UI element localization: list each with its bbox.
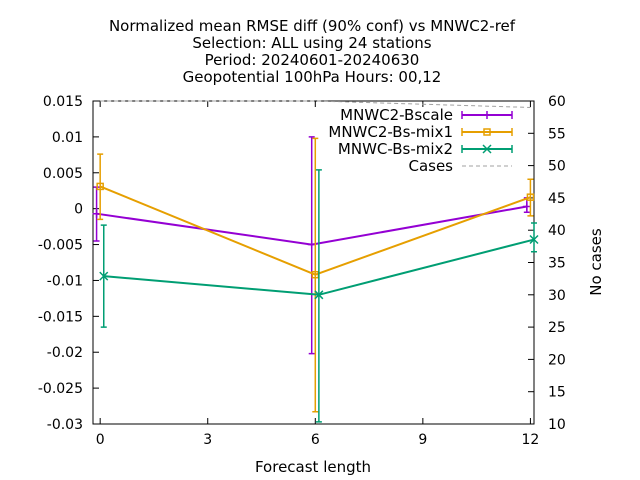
title-line-2: Selection: ALL using 24 stations: [192, 34, 431, 52]
data-point-bscale: [92, 209, 101, 218]
data-point-bscale: [307, 240, 316, 249]
y-tick-label: -0.015: [38, 309, 83, 325]
y2-tick-label: 30: [548, 288, 566, 304]
y-tick-label: -0.005: [38, 238, 83, 254]
error-bar-mix1: [312, 137, 319, 413]
legend-label-mix2: MNWC-Bs-mix2: [338, 140, 453, 158]
legend-samples: [461, 111, 513, 167]
x-tick-label: 9: [418, 432, 427, 448]
data-point-mix2: [314, 290, 324, 300]
error-bar-mix2: [531, 222, 537, 253]
title-line-4: Geopotential 100hPa Hours: 00,12: [183, 68, 442, 86]
legend-label-bscale: MNWC2-Bscale: [340, 106, 453, 124]
legend-label-cases: Cases: [408, 157, 453, 175]
error-bar-mix1: [97, 153, 104, 221]
data-point-mix2: [529, 235, 539, 245]
y-tick-label: 0.01: [52, 130, 83, 146]
title-line-3: Period: 20240601-20240630: [205, 51, 420, 69]
series-mix2: [99, 169, 539, 423]
legend-marker-mix1: [483, 128, 491, 136]
series-bscale: [92, 136, 531, 355]
title-line-1: Normalized mean RMSE diff (90% conf) vs …: [109, 17, 516, 35]
x-tick-label: 0: [96, 432, 105, 448]
y-axis: 0.015 0.01 0.005 0 -0.005 -0.01 -0.015 -0.02 -0.…: [38, 94, 99, 433]
y2-tick-label: 35: [548, 256, 566, 272]
legend-marker-mix2: [482, 144, 492, 154]
data-point-bscale: [522, 202, 531, 211]
y2-tick-label: 15: [548, 385, 566, 401]
legend-errorcap-bscale: [461, 111, 513, 119]
y-tick-label: -0.02: [47, 345, 83, 361]
series-layer: [92, 100, 539, 423]
y-tick-label: 0: [74, 202, 83, 218]
x-axis: 0 3 6 9 12: [96, 101, 540, 448]
series-line-cases: [100, 100, 531, 108]
y-tick-label: -0.03: [47, 417, 83, 433]
y2-tick-label: 60: [548, 94, 566, 110]
y2-tick-label: 25: [548, 320, 566, 336]
series-cases: [100, 100, 531, 108]
legend-errorcap-mix2: [461, 145, 513, 153]
legend: MNWC2-Bscale MNWC2-Bs-mix1 MNWC-Bs-mix2 …: [328, 106, 513, 175]
x-tick-label: 12: [522, 432, 540, 448]
error-bar-mix2: [315, 169, 322, 423]
data-point-mix1: [96, 182, 104, 191]
data-point-mix1: [526, 193, 535, 201]
x-axis-title: Forecast length: [255, 458, 371, 476]
y2-tick-label: 45: [548, 191, 566, 207]
chart-title: Normalized mean RMSE diff (90% conf) vs …: [109, 17, 516, 86]
y2-axis: 60 55 50 45 40 35 30 25 20 15 10: [528, 94, 566, 433]
y2-tick-label: 10: [548, 417, 566, 433]
legend-errorcap-mix1: [461, 128, 513, 136]
y2-tick-label: 50: [548, 159, 566, 175]
series-mix1: [96, 137, 535, 413]
y2-tick-label: 20: [548, 352, 566, 368]
y2-tick-label: 55: [548, 126, 566, 142]
legend-label-mix1: MNWC2-Bs-mix1: [328, 123, 453, 141]
legend-marker-bscale: [483, 111, 491, 119]
y-tick-label: 0.015: [43, 94, 83, 110]
error-bar-mix1: [527, 178, 534, 217]
data-point-mix2: [99, 271, 109, 281]
x-tick-label: 3: [203, 432, 212, 448]
y2-axis-title: No cases: [587, 228, 605, 296]
y-tick-label: 0.005: [43, 166, 83, 182]
y-tick-label: -0.01: [47, 273, 83, 289]
x-tick-label: 6: [311, 432, 320, 448]
y-tick-label: -0.025: [38, 381, 83, 397]
y2-tick-label: 40: [548, 223, 566, 239]
